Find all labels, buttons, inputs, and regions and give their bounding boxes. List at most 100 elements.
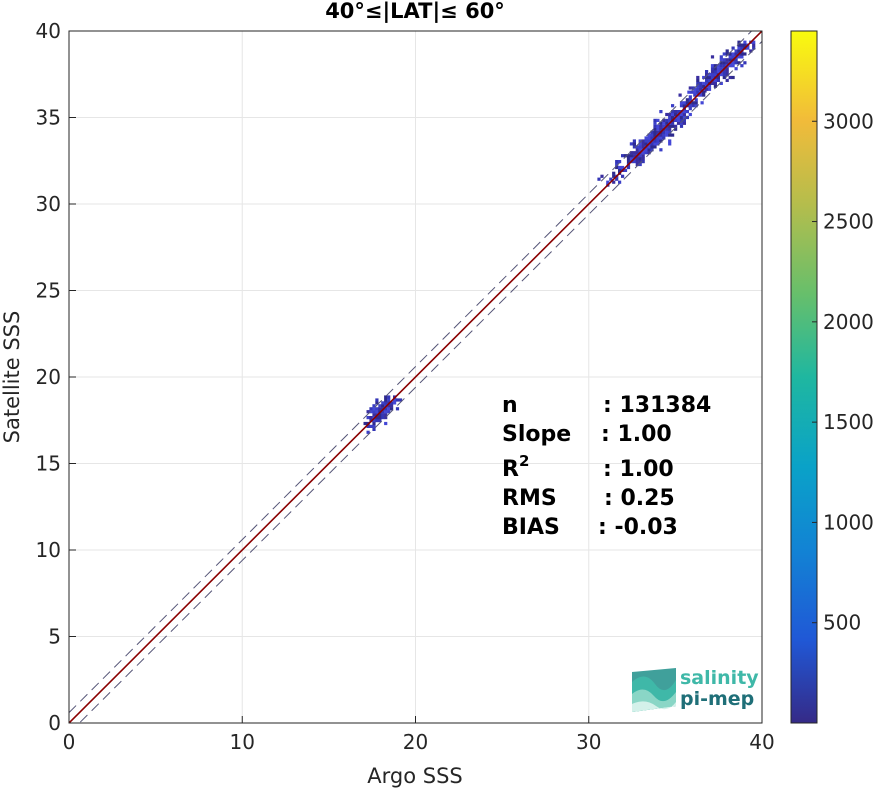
stat-label: Slope xyxy=(502,422,571,447)
density-cell xyxy=(737,43,741,47)
upper-bound-line xyxy=(69,31,753,713)
density-cell xyxy=(650,148,654,152)
density-cell xyxy=(656,118,660,122)
density-cell xyxy=(725,58,729,62)
density-cell xyxy=(381,404,385,408)
density-cell xyxy=(375,419,379,423)
density-cell xyxy=(384,421,388,426)
density-cell xyxy=(653,127,657,131)
density-cell xyxy=(740,52,744,56)
density-cell xyxy=(647,133,651,137)
density-cell xyxy=(719,67,723,71)
x-axis-label: Argo SSS xyxy=(367,764,462,788)
density-cell xyxy=(662,124,666,128)
density-cell xyxy=(707,84,712,88)
identity-line xyxy=(69,31,762,723)
density-cell xyxy=(390,404,394,408)
density-cell xyxy=(641,157,645,161)
y-tick-label: 35 xyxy=(36,106,61,130)
density-cell xyxy=(395,398,400,402)
density-cell xyxy=(688,112,692,117)
density-cell xyxy=(644,151,648,155)
density-cell xyxy=(734,49,738,53)
density-cell xyxy=(621,165,625,170)
stat-value: : 131384 xyxy=(603,393,711,418)
y-tick-label: 5 xyxy=(48,625,61,649)
density-cell xyxy=(390,401,394,405)
density-cell xyxy=(647,139,651,143)
density-cell xyxy=(746,46,750,50)
density-cell xyxy=(644,142,648,146)
density-cell xyxy=(668,112,672,117)
density-cell xyxy=(375,416,379,420)
density-cell xyxy=(615,177,619,181)
density-cell xyxy=(384,401,388,405)
density-cell xyxy=(671,121,675,125)
colorbar-tick-label: 1000 xyxy=(823,510,874,534)
density-cell xyxy=(719,73,723,77)
density-cell xyxy=(743,61,747,65)
density-cell xyxy=(728,55,732,59)
stat-label: R2 xyxy=(502,452,529,482)
density-cell xyxy=(665,118,669,122)
density-cell xyxy=(618,160,622,164)
density-cell xyxy=(725,73,729,77)
density-cell xyxy=(656,130,660,134)
density-cell xyxy=(705,81,709,85)
density-cell xyxy=(668,115,672,120)
density-cell xyxy=(638,157,642,161)
density-cell xyxy=(387,404,391,408)
density-cell xyxy=(696,87,700,91)
density-cell xyxy=(393,398,397,402)
density-cell xyxy=(722,75,726,80)
chart-title: 40°≤|LAT|≤ 60° xyxy=(325,0,505,24)
density-cell xyxy=(665,127,669,131)
density-cell xyxy=(635,160,639,164)
density-cell xyxy=(375,401,379,405)
colorbar-gradient xyxy=(790,30,818,724)
density-cell xyxy=(384,395,388,399)
density-cell xyxy=(719,64,723,68)
density-cell xyxy=(743,40,747,44)
density-cell xyxy=(609,177,613,181)
density-cell xyxy=(671,112,675,117)
density-cell xyxy=(696,81,700,85)
density-cell xyxy=(369,410,373,414)
density-cell xyxy=(668,118,672,122)
density-cell xyxy=(737,61,741,65)
density-cell xyxy=(699,81,703,85)
density-cell xyxy=(372,424,376,428)
y-axis-ticks: 0 5 10 15 20 25 30 35 40 xyxy=(36,19,76,735)
density-cell xyxy=(734,67,738,71)
density-cell xyxy=(653,139,657,143)
density-cell xyxy=(650,130,654,134)
x-axis-ticks: 0 10 20 30 40 xyxy=(63,716,775,754)
statistics-box: n: 131384 Slope: 1.00 R2: 1.00 RMS: 0.25 BIA… xyxy=(502,393,711,540)
density-cell xyxy=(716,70,720,74)
density-cell xyxy=(387,398,391,402)
density-cell xyxy=(722,61,726,65)
density-cell xyxy=(707,78,712,82)
density-cell xyxy=(638,145,642,149)
density-cell xyxy=(679,118,684,122)
density-cell xyxy=(659,121,663,125)
density-cell xyxy=(693,87,697,91)
density-cell xyxy=(734,58,738,62)
density-cell xyxy=(705,70,709,74)
density-cell xyxy=(700,101,704,105)
stat-value: : 1.00 xyxy=(601,422,672,447)
logo-line1: salinity xyxy=(680,667,759,689)
density-cell xyxy=(679,124,684,128)
density-cell xyxy=(647,145,651,149)
density-cell xyxy=(713,70,717,74)
colorbar-tick-label: 3000 xyxy=(823,109,874,133)
density-cell xyxy=(635,148,639,152)
density-cell xyxy=(731,75,735,80)
density-cell xyxy=(737,40,741,44)
colorbar: 500 1000 1500 2000 2500 3000 xyxy=(790,30,874,724)
density-cell xyxy=(731,52,735,56)
density-cell xyxy=(737,49,741,53)
density-cell xyxy=(702,93,706,97)
density-cell xyxy=(641,145,645,149)
